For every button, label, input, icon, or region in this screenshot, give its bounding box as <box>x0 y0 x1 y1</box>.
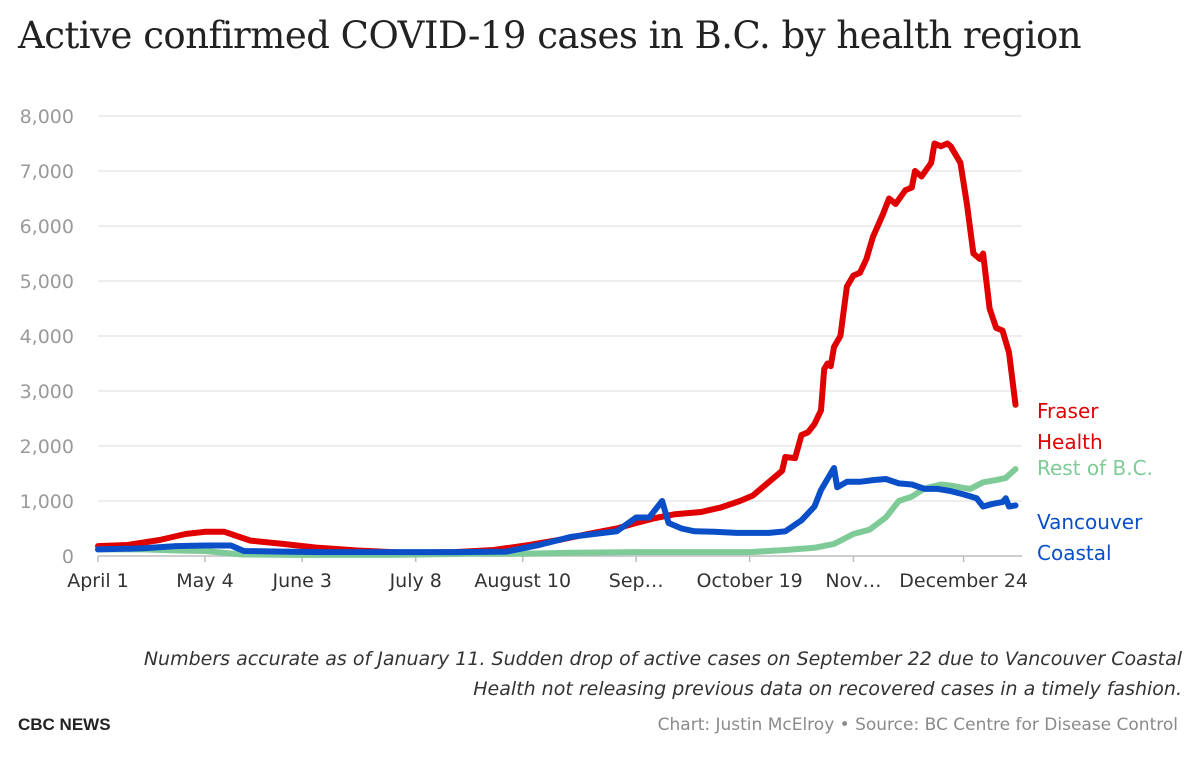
series-label: Health <box>1037 430 1103 454</box>
chart-footnote: Numbers accurate as of January 11. Sudde… <box>62 644 1182 704</box>
x-tick-label: Sep… <box>609 570 664 592</box>
y-tick-label: 4,000 <box>20 326 74 348</box>
x-tick-label: June 3 <box>271 570 332 592</box>
x-tick-label: October 19 <box>697 570 803 592</box>
x-tick-label: April 1 <box>67 570 129 592</box>
series-line-vancouver-coastal <box>95 465 1019 556</box>
x-tick-label: May 4 <box>176 570 233 592</box>
y-tick-label: 3,000 <box>20 381 74 403</box>
x-tick-label: July 8 <box>389 570 442 592</box>
y-tick-label: 8,000 <box>20 106 74 128</box>
footnote-line-1: Numbers accurate as of January 11. Sudde… <box>143 648 1182 670</box>
cbc-news-logo: CBC NEWS <box>18 715 111 734</box>
y-tick-label: 1,000 <box>20 491 74 513</box>
footnote-line-2: Health not releasing previous data on re… <box>473 678 1182 700</box>
y-tick-label: 5,000 <box>20 271 74 293</box>
x-tick-label: Nov… <box>825 570 881 592</box>
series-label: Fraser <box>1037 399 1099 423</box>
series-line-fraser-health <box>95 140 1019 556</box>
y-tick-label: 0 <box>62 546 74 568</box>
line-chart: 0 1,000 2,000 3,000 4,000 5,000 6,000 7,000 8,00… <box>20 106 1153 592</box>
series-label: Vancouver <box>1037 510 1143 534</box>
chart-credit: Chart: Justin McElroy • Source: BC Centr… <box>657 715 1178 735</box>
y-tick-label: 2,000 <box>20 436 74 458</box>
series-line-rest-of-b-c <box>95 466 1019 558</box>
x-tick-label: December 24 <box>899 570 1028 592</box>
gridlines <box>98 115 1022 557</box>
y-tick-label: 7,000 <box>20 161 74 183</box>
series-label: Rest of B.C. <box>1037 456 1153 480</box>
x-tick-label: August 10 <box>474 570 571 592</box>
y-tick-label: 6,000 <box>20 216 74 238</box>
series-label: Coastal <box>1037 541 1112 565</box>
chart-title: Active confirmed COVID-19 cases in B.C. … <box>18 14 1082 57</box>
